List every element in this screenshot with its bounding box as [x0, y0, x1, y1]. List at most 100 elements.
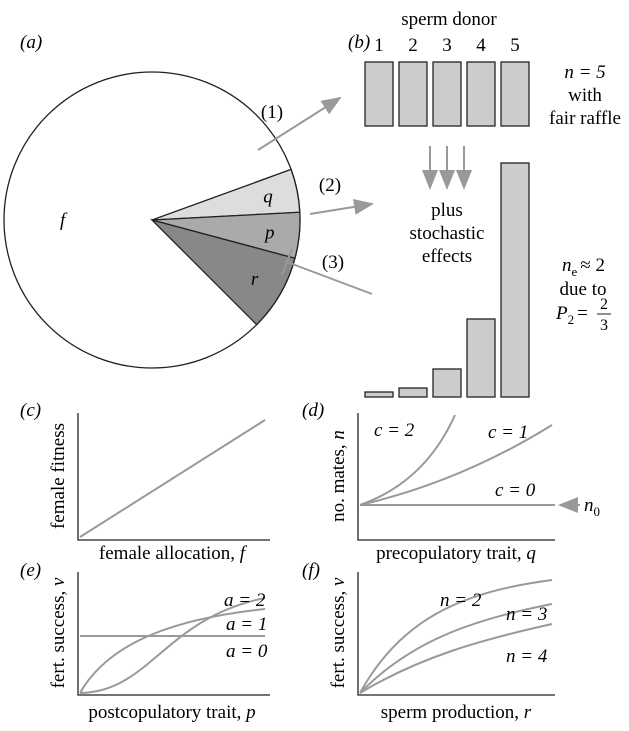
arrow-label: (2)	[319, 175, 341, 196]
pie	[3, 71, 301, 369]
panel-label: (f)	[302, 560, 320, 581]
note: ne ≈ 2	[562, 255, 605, 279]
note: n = 5	[564, 62, 605, 83]
x-label: postcopulatory trait,	[88, 702, 241, 723]
x-label: sperm production,	[381, 702, 519, 723]
bar	[398, 387, 428, 398]
curve	[359, 424, 553, 506]
y-label: fert. success,	[328, 591, 349, 689]
panel-label: (d)	[302, 400, 324, 421]
curve-label: a = 2	[224, 590, 266, 611]
block-line	[281, 248, 293, 276]
panel-label: (b)	[348, 32, 370, 53]
donor-label: 5	[510, 35, 520, 56]
curve	[359, 579, 553, 694]
x-label: postcopulatory trait, p	[88, 702, 255, 723]
curve-label: c = 0	[495, 480, 536, 501]
panel-label: (a)	[20, 32, 42, 53]
x-label: r	[524, 702, 532, 723]
arrow-label: (1)	[261, 102, 283, 123]
n0: 0	[594, 504, 601, 519]
note: fair raffle	[549, 108, 621, 129]
arrow	[257, 96, 342, 151]
y-label: female fitness	[48, 423, 69, 529]
pie-slice	[149, 218, 296, 326]
donor-title: sperm donor	[401, 9, 497, 30]
y-label: fert. success, v	[328, 577, 349, 688]
arrow-label: (3)	[322, 252, 344, 273]
curve-label: n = 2	[440, 590, 482, 611]
note: 2	[600, 296, 608, 313]
slice-label: r	[251, 269, 259, 290]
curve-label: c = 2	[374, 420, 415, 441]
curve-label: a = 1	[226, 614, 267, 635]
bar	[432, 61, 462, 127]
y-label: no. mates,	[328, 444, 349, 522]
curve	[79, 608, 266, 694]
bar	[364, 61, 394, 127]
note: =	[577, 303, 588, 324]
note: n	[562, 255, 572, 276]
slice-label: f	[60, 210, 68, 231]
slice-label: q	[263, 186, 273, 207]
axes	[77, 572, 270, 696]
y-label: fert. success, v	[48, 577, 69, 688]
x-label: p	[244, 702, 256, 723]
y-label: v	[48, 577, 69, 586]
n0: n	[584, 495, 594, 516]
bar	[466, 61, 496, 127]
donor-label: 2	[408, 35, 418, 56]
y-label: n	[328, 430, 349, 440]
curve	[359, 603, 553, 694]
x-label: sperm production, r	[381, 702, 532, 723]
x-label: precopulatory trait,	[376, 543, 522, 564]
n0: n0	[584, 495, 600, 519]
curve-label: a = 0	[226, 641, 268, 662]
donor-label: 1	[374, 35, 384, 56]
axes	[77, 413, 270, 541]
x-label: female allocation,	[99, 543, 235, 564]
note: with	[568, 85, 602, 106]
donor-label: 3	[442, 35, 452, 56]
bar	[432, 368, 462, 398]
note: due to	[560, 279, 607, 300]
curve-label: c = 1	[488, 422, 528, 443]
note: P	[555, 303, 568, 324]
curve	[359, 414, 456, 506]
curve-label: n = 3	[506, 604, 547, 625]
block-line	[286, 261, 373, 295]
note: effects	[422, 246, 472, 267]
bar	[398, 61, 428, 127]
curve	[79, 419, 266, 538]
note: e	[572, 264, 578, 279]
x-label: q	[526, 543, 536, 564]
slice-label: p	[263, 222, 275, 243]
y-label: v	[328, 577, 349, 586]
y-label: no. mates, n	[328, 430, 349, 522]
bar	[364, 391, 394, 398]
note: ≈ 2	[580, 255, 605, 276]
y-label: fert. success,	[48, 591, 69, 689]
arrow	[309, 198, 374, 215]
bar	[500, 162, 530, 398]
panel-label: (c)	[20, 400, 41, 421]
panel-label: (e)	[20, 560, 41, 581]
curve	[359, 623, 553, 694]
bar	[466, 318, 496, 398]
note: plus	[431, 200, 463, 221]
axes	[357, 413, 555, 541]
x-label: precopulatory trait, q	[376, 543, 536, 564]
note: 3	[600, 317, 608, 334]
note: 2	[568, 312, 575, 327]
axes	[357, 572, 555, 696]
curve-label: n = 4	[506, 646, 548, 667]
bars: 1 2 3 4 5	[364, 35, 530, 398]
donor-label: 4	[476, 35, 486, 56]
x-label: f	[240, 543, 248, 564]
note: P2 =	[555, 303, 588, 327]
curve	[79, 597, 266, 694]
bar	[500, 61, 530, 127]
x-label: female allocation, f	[99, 543, 248, 564]
note: stochastic	[410, 223, 485, 244]
